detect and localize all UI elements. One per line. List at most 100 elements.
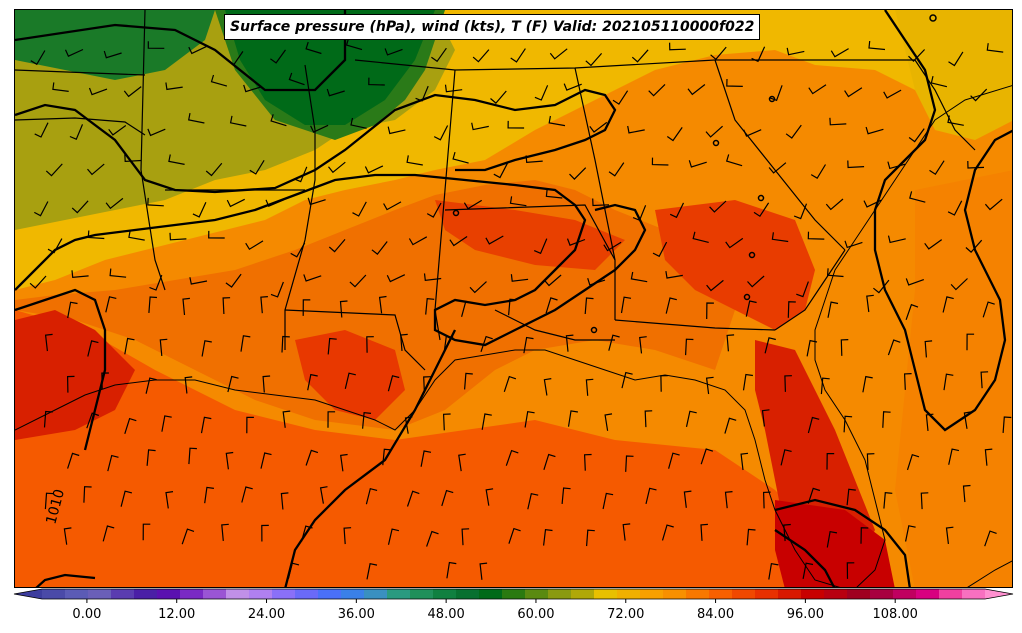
wind-barb <box>34 122 49 138</box>
wind-barb <box>339 300 348 318</box>
colorbar-cell <box>203 589 227 599</box>
wind-barb <box>545 189 563 199</box>
wind-barb <box>710 46 727 61</box>
wind-barb <box>873 279 890 294</box>
wind-barb <box>69 124 84 140</box>
wind-barb <box>700 523 708 541</box>
wind-barb <box>66 375 75 393</box>
colorbar-cell <box>364 589 388 599</box>
wind-barb <box>847 160 865 169</box>
wind-barb <box>627 125 645 134</box>
wind-barb <box>543 529 553 546</box>
wind-barb <box>344 372 356 389</box>
wind-barb <box>52 82 69 92</box>
wind-barb <box>706 279 724 292</box>
wind-barb <box>924 239 943 250</box>
wind-barb <box>807 231 825 240</box>
wind-barb <box>843 415 853 433</box>
wind-barb <box>165 82 183 91</box>
colorbar-cell <box>801 589 825 599</box>
wind-barb <box>942 296 954 313</box>
wind-barb <box>700 448 714 465</box>
wind-barb <box>246 416 254 434</box>
wind-barb <box>1002 416 1012 433</box>
wind-barb <box>262 375 271 393</box>
wind-barb <box>124 337 135 355</box>
wind-barb <box>569 167 587 180</box>
wind-barb <box>408 236 428 246</box>
wind-barb <box>771 232 789 243</box>
wind-barb <box>415 85 429 102</box>
wind-barb <box>184 376 193 394</box>
wind-barb <box>210 74 228 87</box>
wind-barb <box>387 126 406 135</box>
wind-barb <box>464 372 473 390</box>
wind-barb <box>159 338 168 356</box>
wind-barb <box>742 373 753 391</box>
wind-barb <box>621 371 633 389</box>
wind-barb <box>908 128 925 143</box>
wind-barb <box>290 242 306 258</box>
colorbar-cell <box>157 589 181 599</box>
wind-barb <box>350 117 367 129</box>
wind-barb <box>281 335 290 353</box>
wind-barb <box>382 448 392 466</box>
wind-barb <box>585 378 594 396</box>
wind-barb <box>764 337 776 354</box>
wind-barb <box>452 151 469 164</box>
wind-barb <box>108 125 127 136</box>
wind-barb <box>44 333 53 352</box>
wind-barb <box>221 523 229 541</box>
wind-barb <box>260 452 272 469</box>
wind-barb <box>189 277 208 285</box>
wind-barb <box>783 523 791 542</box>
wind-barb <box>349 274 367 288</box>
wind-barb <box>105 197 124 210</box>
wind-barb <box>201 340 212 357</box>
wind-barb <box>652 241 668 258</box>
wind-barb <box>400 333 408 351</box>
wind-barb <box>947 200 963 216</box>
wind-barb <box>71 270 89 278</box>
wind-barb <box>505 449 519 466</box>
wind-barb <box>302 299 311 316</box>
colorbar-cell <box>571 589 595 599</box>
wind-barb <box>30 50 46 66</box>
wind-barb <box>768 563 779 580</box>
wind-barb <box>786 47 805 56</box>
wind-barb <box>345 38 363 51</box>
colorbar-cell <box>318 589 342 599</box>
colorbar-cell <box>341 589 365 599</box>
wind-barb <box>669 202 685 219</box>
wind-barb <box>810 164 827 180</box>
wind-barb <box>620 296 632 314</box>
wind-barb <box>645 487 657 505</box>
wind-barb <box>229 115 247 127</box>
wind-barb <box>882 411 891 428</box>
wind-barb <box>44 492 54 510</box>
wind-barb <box>145 377 157 394</box>
wind-barb <box>909 191 926 203</box>
wind-barb <box>705 125 723 138</box>
wind-barb <box>887 161 906 170</box>
wind-barb <box>29 275 47 289</box>
wind-barb <box>305 41 322 55</box>
wind-barb <box>270 281 284 298</box>
wind-barb <box>384 48 403 56</box>
colorbar-tick-label: 0.00 <box>72 607 101 622</box>
wind-barb <box>87 340 99 357</box>
wind-barb <box>426 202 442 218</box>
temperature-colorbar: 0.00 12.00 24.00 36.00 48.00 60.00 72.00 84.00 9… <box>13 588 1014 622</box>
colorbar-cell <box>686 589 710 599</box>
wind-barb <box>146 449 156 466</box>
wind-barb <box>387 528 400 545</box>
wind-barb <box>307 197 326 206</box>
wind-barb <box>920 492 929 510</box>
wind-barb <box>726 78 743 87</box>
wind-barb <box>787 301 796 318</box>
wind-barb <box>905 525 916 542</box>
gulf-orange-region <box>15 310 872 587</box>
colorbar-cell <box>709 589 733 599</box>
wind-barb <box>784 375 792 392</box>
colorbar-cell <box>663 589 687 599</box>
